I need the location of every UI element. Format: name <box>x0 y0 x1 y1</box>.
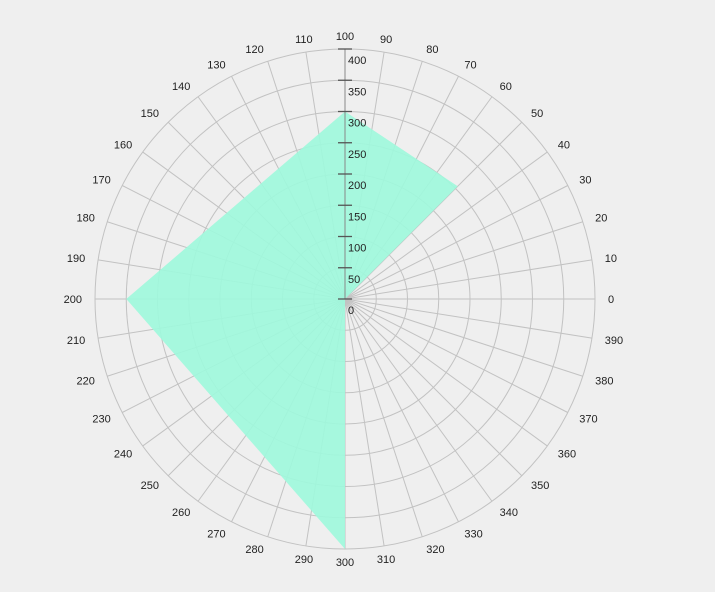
angle-tick-label: 220 <box>77 375 95 387</box>
grid-spoke <box>344 298 385 547</box>
angle-tick-label: 60 <box>500 81 512 93</box>
angle-tick-label: 230 <box>92 413 110 425</box>
angle-tick-label: 390 <box>605 335 623 347</box>
radial-tick-label: 250 <box>348 149 366 161</box>
angle-tick-label: 180 <box>77 213 95 225</box>
angle-tick-label: 90 <box>380 34 392 46</box>
grid-spoke <box>344 298 568 413</box>
angle-tick-label: 80 <box>426 44 438 56</box>
angle-tick-label: 320 <box>426 544 444 556</box>
radial-tick-label: 100 <box>348 243 366 255</box>
grid-spoke <box>344 298 548 447</box>
radial-tick-label: 200 <box>348 180 366 192</box>
angle-tick-label: 270 <box>207 528 225 540</box>
grid-spoke <box>344 298 459 522</box>
angle-tick-label: 260 <box>172 507 190 519</box>
angle-tick-label: 250 <box>141 480 159 492</box>
angle-tick-label: 30 <box>579 175 591 187</box>
angle-tick-label: 380 <box>595 375 613 387</box>
axis-layer <box>338 48 352 300</box>
angle-tick-label: 350 <box>531 480 549 492</box>
radial-tick-label: 50 <box>348 274 360 286</box>
radial-tick-label: 150 <box>348 211 366 223</box>
angle-tick-label: 40 <box>558 139 570 151</box>
label-layer: 0 50 100 150 200 250 300 350 400 0 10 20 30 40 50 60 70 8… <box>64 31 624 569</box>
grid-spoke <box>344 151 548 300</box>
angle-tick-label: 360 <box>558 449 576 461</box>
radial-tick-label: 300 <box>348 118 366 130</box>
radial-tick-label: 400 <box>348 55 366 67</box>
angle-tick-label: 160 <box>114 139 132 151</box>
angle-tick-label: 340 <box>500 507 518 519</box>
grid-spoke <box>344 259 593 300</box>
angle-tick-label: 10 <box>605 253 617 265</box>
data-layer <box>126 111 458 549</box>
angle-tick-label: 140 <box>172 81 190 93</box>
grid-spoke <box>344 185 568 300</box>
angle-tick-label: 0 <box>608 294 614 306</box>
grid-spoke <box>344 298 523 477</box>
angle-tick-label: 370 <box>579 413 597 425</box>
angle-tick-label: 130 <box>207 60 225 72</box>
angle-tick-label: 120 <box>245 44 263 56</box>
angle-tick-label: 290 <box>295 554 313 566</box>
angle-tick-label: 190 <box>67 253 85 265</box>
grid-spoke <box>344 298 593 339</box>
angle-tick-label: 110 <box>295 34 313 46</box>
angle-tick-label: 50 <box>531 108 543 120</box>
angle-tick-label: 70 <box>464 60 476 72</box>
angle-tick-label: 330 <box>464 528 482 540</box>
grid-spoke <box>344 298 493 502</box>
angle-tick-label: 280 <box>245 544 263 556</box>
angle-tick-label: 300 <box>336 557 354 569</box>
angle-tick-label: 150 <box>141 108 159 120</box>
radial-tick-label: 0 <box>348 305 354 317</box>
angle-tick-label: 310 <box>377 554 395 566</box>
grid-spoke <box>344 221 583 300</box>
angle-tick-label: 240 <box>114 449 132 461</box>
angle-tick-label: 200 <box>64 294 82 306</box>
radial-tick-label: 350 <box>348 86 366 98</box>
angle-tick-label: 210 <box>67 335 85 347</box>
angle-tick-label: 20 <box>595 213 607 225</box>
series-area <box>126 111 458 549</box>
angle-tick-label: 170 <box>92 175 110 187</box>
grid-spoke <box>344 298 583 377</box>
angle-tick-label: 100 <box>336 31 354 43</box>
grid-spoke <box>344 298 423 537</box>
